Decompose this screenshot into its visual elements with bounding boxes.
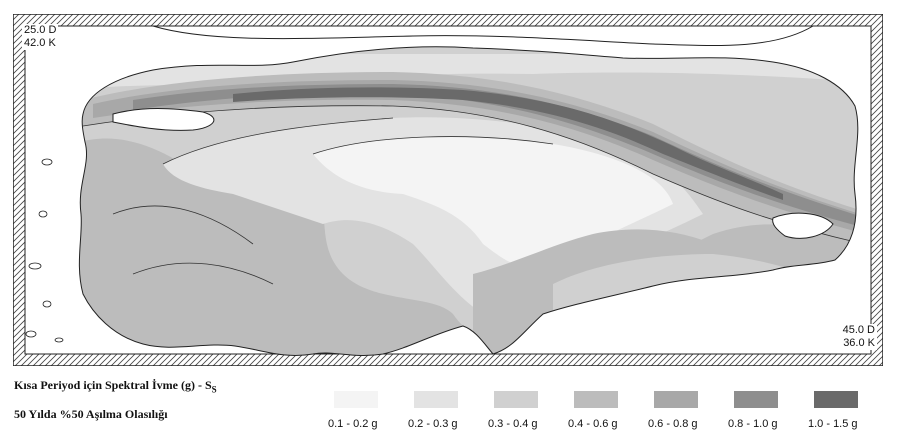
legend-label-7: 1.0 - 1.5 g [808, 418, 858, 430]
islands [25, 158, 64, 343]
legend-title-subscript: S [211, 384, 217, 395]
legend-swatch-3 [494, 391, 538, 408]
se-longitude: 45.0 D [842, 324, 875, 336]
nw-longitude: 25.0 D [24, 24, 57, 36]
legend-label-3: 0.3 - 0.4 g [488, 418, 538, 430]
contour-lines [82, 105, 858, 285]
legend-label-5: 0.6 - 0.8 g [648, 418, 698, 430]
legend-title-main: Kısa Periyod için Spektral İvme (g) - S [14, 378, 212, 392]
legend-swatch-6 [734, 391, 778, 408]
legend-title: Kısa Periyod için Spektral İvme (g) - SS [14, 378, 217, 394]
band-1.0-1.5 [233, 87, 783, 200]
se-latitude: 36.0 K [843, 337, 875, 349]
legend-subtitle: 50 Yılda %50 Aşılma Olasılığı [14, 407, 168, 421]
land-outline [78, 46, 859, 357]
black-sea [152, 25, 815, 47]
marmara-sea [112, 108, 215, 131]
legend-swatch-5 [654, 391, 698, 408]
legend-swatch-2 [414, 391, 458, 408]
legend-label-6: 0.8 - 1.0 g [728, 418, 778, 430]
nw-latitude: 42.0 K [24, 37, 56, 49]
legend-label-4: 0.4 - 0.6 g [568, 418, 618, 430]
band-0.1-0.2 [313, 136, 673, 269]
corner-label-southeast: 45.0 D 36.0 K [840, 324, 877, 350]
legend-label-1: 0.1 - 0.2 g [328, 418, 378, 430]
hazard-map [13, 14, 883, 366]
band-0.8-1.0 [133, 84, 858, 230]
legend-swatch-4 [574, 391, 618, 408]
legend-swatch-7 [814, 391, 858, 408]
legend-label-2: 0.2 - 0.3 g [408, 418, 458, 430]
corner-label-northwest: 25.0 D 42.0 K [22, 24, 59, 50]
van-lake [772, 212, 834, 239]
legend-swatch-1 [334, 391, 378, 408]
